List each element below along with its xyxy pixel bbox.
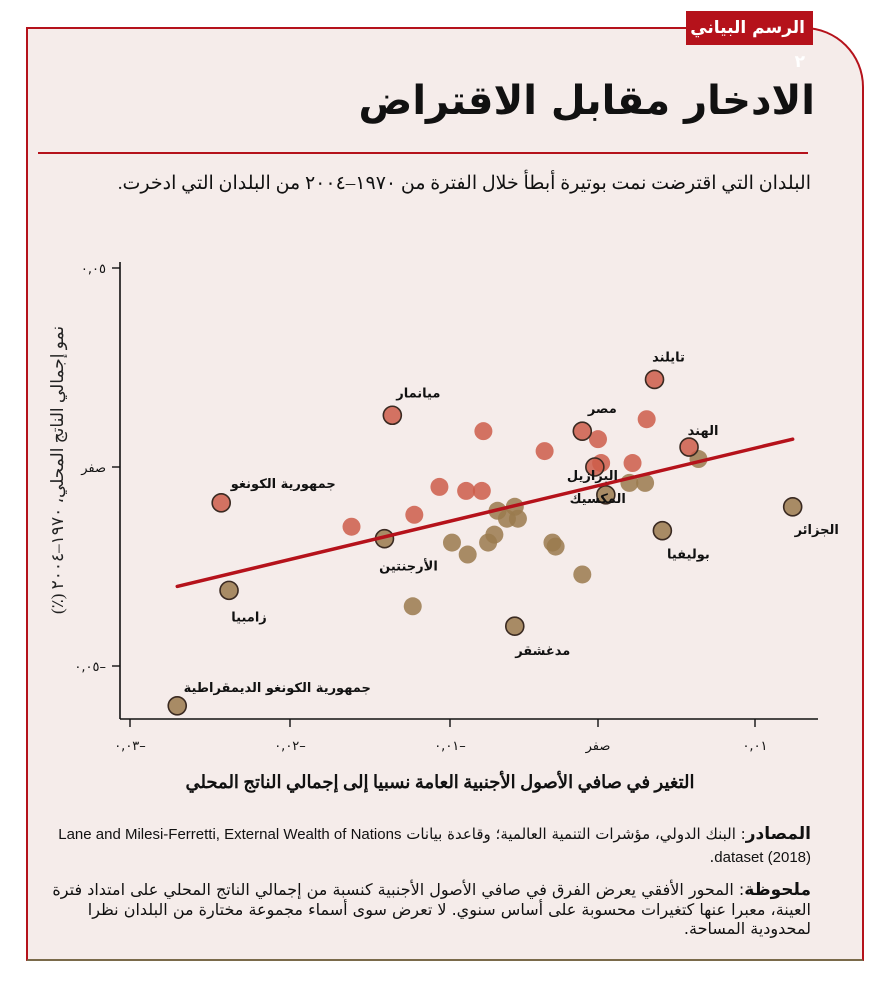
point-labels: تايلند ميانمار مصر الهند البرازيل المكسيك جمهو… <box>184 350 839 695</box>
data-point <box>782 496 803 517</box>
point-label: زامبيا <box>231 610 266 625</box>
point-label: البرازيل <box>567 469 618 484</box>
data-points <box>167 369 803 716</box>
point-label: المكسيك <box>570 492 626 507</box>
x-axis-label: التغير في صافي الأصول الأجنبية العامة نس… <box>185 772 695 792</box>
data-point <box>479 533 498 552</box>
y-tick-label: ٠,٠٥– <box>74 660 106 675</box>
y-tick-label: صفر <box>80 461 106 476</box>
x-tick-label: ٠,٠٣– <box>114 739 146 754</box>
footnote: ملحوظة: المحور الأفقي يعرض الفرق في صافي… <box>41 880 811 938</box>
sources-text: : البنك الدولي، مؤشرات التنمية العالمية؛… <box>401 825 746 843</box>
x-tick-label: ٠,٠١– <box>434 739 466 754</box>
point-label: ميانمار <box>395 386 440 401</box>
note-label: ملحوظة <box>744 880 811 900</box>
data-point <box>546 537 565 556</box>
point-label: مصر <box>587 402 617 417</box>
data-point <box>637 410 656 429</box>
regression-line <box>175 437 795 589</box>
chart-subtitle: البلدان التي اقترضت نمت بوتيرة أبطأ خلال… <box>117 173 811 194</box>
data-point <box>430 477 449 496</box>
data-point <box>504 616 525 637</box>
data-point <box>474 422 493 441</box>
data-point <box>211 493 231 513</box>
data-point <box>572 421 593 441</box>
y-tick-label: ٠,٠٥ <box>81 262 106 277</box>
data-point <box>403 597 422 616</box>
sources-label: المصادر <box>745 824 811 844</box>
data-point <box>679 437 699 457</box>
point-label: الجزائر <box>794 523 839 538</box>
data-point <box>585 457 605 477</box>
data-point <box>644 369 665 390</box>
data-point <box>573 565 592 584</box>
y-axis-label: نمو إجمالي الناتج المحلي، ١٩٧٠–٢٠٠٤ (٪) <box>48 325 67 615</box>
point-label: الأرجنتين <box>379 558 438 575</box>
data-point <box>458 545 477 564</box>
x-tick-label: صفر <box>585 739 611 754</box>
data-point <box>472 481 491 500</box>
data-point <box>167 695 188 716</box>
data-point <box>405 505 424 524</box>
trend-line <box>175 437 795 589</box>
data-point <box>636 473 655 492</box>
point-label: الهند <box>688 424 719 439</box>
note-text: : المحور الأفقي يعرض الفرق في صافي الأصو… <box>52 880 811 938</box>
figure-badge: الرسم البياني ٢ <box>686 11 813 72</box>
point-label: جمهورية الكونغو الديمقراطية <box>184 681 371 696</box>
axes: ٠,٠٥ صفر ٠,٠٥– ٠,٠٣– ٠,٠٢– ٠,٠١– صفر ٠,٠١ <box>74 262 818 754</box>
data-point <box>442 533 461 552</box>
point-label: جمهورية الكونغو <box>230 477 336 492</box>
data-point <box>652 520 673 541</box>
sources-note: المصادر: البنك الدولي، مؤشرات التنمية ال… <box>58 824 811 866</box>
x-tick-label: ٠,٠٢– <box>274 739 306 754</box>
data-point <box>535 442 554 461</box>
point-label: بوليفيا <box>667 548 710 563</box>
data-point <box>342 517 361 536</box>
title-divider <box>38 152 808 154</box>
data-point <box>589 430 607 449</box>
data-point <box>457 481 476 500</box>
data-point <box>596 485 616 505</box>
x-tick-label: ٠,٠١ <box>742 739 767 754</box>
data-point <box>219 580 239 601</box>
sources-english: Lane and Milesi-Ferretti, External Wealt… <box>58 826 811 866</box>
point-label: مدغشقر <box>514 644 570 659</box>
data-point <box>508 509 527 528</box>
data-point <box>623 454 642 473</box>
point-label: تايلند <box>652 350 685 365</box>
data-point <box>382 405 403 426</box>
chart-title: الادخار مقابل الاقتراض <box>358 78 815 124</box>
chart-frame <box>26 27 864 961</box>
